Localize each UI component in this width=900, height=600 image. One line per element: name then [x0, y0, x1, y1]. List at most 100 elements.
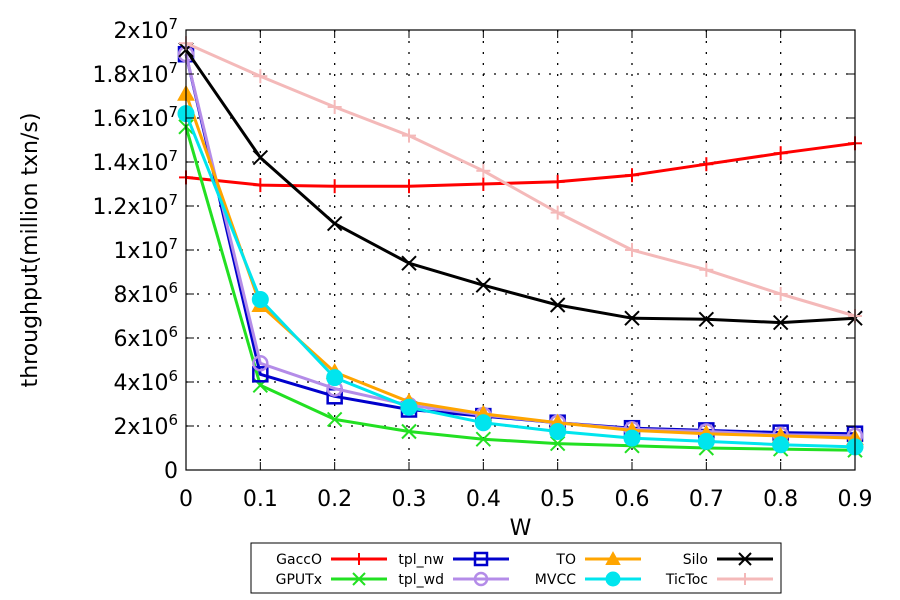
- data-point: [401, 423, 417, 440]
- marker-stroke: [624, 310, 640, 326]
- x-tick-label: 0.1: [243, 487, 278, 512]
- legend-swatch-marker: [738, 552, 752, 566]
- marker-stroke: [252, 149, 269, 166]
- x-tick-label: 0.8: [763, 487, 798, 512]
- legend-entry-TicToc: TicToc: [665, 572, 773, 588]
- y-tick-exponent: 6: [168, 279, 178, 297]
- data-point: [475, 431, 492, 447]
- legend-entry-tpl_nw: tpl_nw: [398, 551, 509, 568]
- axis-ticks: 02x1064x1066x1068x1061x1071.2x1071.4x107…: [92, 15, 872, 512]
- data-point: [773, 146, 788, 161]
- data-point: [326, 215, 343, 232]
- series-line: [184, 53, 856, 436]
- marker-shape: [623, 429, 641, 447]
- series-line: [184, 93, 856, 440]
- data-point: [326, 369, 344, 387]
- y-tick-label: 1.6x107: [92, 103, 178, 132]
- data-point: [549, 297, 566, 313]
- marker-stroke: [738, 552, 752, 566]
- data-point: [402, 128, 416, 143]
- y-tick-exponent: 7: [168, 15, 178, 33]
- marker-shape: [473, 571, 489, 587]
- legend-swatch-marker: [473, 571, 489, 587]
- legend-label: MVCC: [535, 572, 576, 588]
- legend-label: GPUTx: [276, 572, 322, 588]
- marker-stroke: [475, 431, 492, 447]
- data-point: [549, 435, 566, 452]
- y-tick-base: 1x10: [113, 239, 168, 264]
- legend-label: TO: [555, 552, 576, 568]
- legend-swatch-marker: [473, 551, 489, 567]
- y-tick-base: 8x10: [113, 283, 168, 308]
- legend-entry-TO: TO: [555, 551, 641, 568]
- series-TO: [177, 84, 864, 446]
- marker-shape: [474, 414, 492, 432]
- y-tick-base: 0: [164, 459, 178, 484]
- series-line: [184, 113, 856, 449]
- marker-shape: [473, 551, 489, 567]
- marker-stroke: [326, 411, 343, 428]
- data-point: [772, 314, 789, 331]
- data-point: [252, 355, 269, 372]
- series-line: [184, 53, 856, 438]
- marker-stroke: [326, 215, 343, 232]
- marker-shape: [605, 551, 621, 566]
- data-point: [699, 262, 714, 277]
- y-tick-exponent: 6: [168, 367, 178, 385]
- marker-stroke: [352, 572, 366, 586]
- marker-stroke: [549, 297, 566, 313]
- data-point: [474, 414, 492, 432]
- legend-label: GaccO: [276, 552, 322, 568]
- series-Silo: [178, 42, 863, 331]
- data-point: [326, 411, 343, 428]
- marker-stroke: [401, 255, 417, 271]
- y-tick-label: 4x106: [113, 367, 178, 396]
- y-tick-base: 2x10: [113, 415, 168, 440]
- y-tick-base: 4x10: [113, 371, 168, 396]
- data-point: [624, 310, 640, 326]
- marker-shape: [549, 423, 567, 440]
- data-point: [698, 311, 715, 328]
- y-tick-label: 1.2x107: [92, 191, 178, 220]
- y-tick-base: 2x10: [113, 19, 168, 44]
- y-tick-exponent: 7: [168, 103, 178, 121]
- legend-entry-Silo: Silo: [683, 552, 773, 568]
- series-line: [185, 141, 856, 188]
- x-tick-label: 0.5: [540, 487, 575, 512]
- y-tick-exponent: 7: [168, 191, 178, 209]
- legend-entry-MVCC: MVCC: [535, 571, 641, 588]
- data-point: [476, 177, 491, 191]
- data-point: [327, 100, 342, 114]
- y-tick-label: 1x107: [113, 235, 178, 264]
- data-point: [253, 69, 268, 84]
- data-point: [625, 168, 639, 183]
- marker-stroke: [772, 314, 789, 331]
- x-axis-label: W: [510, 516, 532, 541]
- data-point: [252, 366, 269, 383]
- series-line: [184, 126, 856, 452]
- data-point: [327, 179, 342, 194]
- y-tick-label: 0: [164, 459, 178, 484]
- data-point: [476, 163, 491, 178]
- data-point: [253, 178, 268, 193]
- y-tick-exponent: 6: [168, 411, 178, 429]
- series-line: [184, 48, 856, 325]
- x-tick-label: 0.6: [615, 487, 650, 512]
- data-point: [401, 255, 417, 271]
- data-point: [550, 174, 565, 189]
- legend-label: tpl_nw: [398, 552, 444, 568]
- data-point: [550, 205, 565, 220]
- y-tick-base: 6x10: [113, 327, 168, 352]
- y-tick-base: 1.4x10: [92, 151, 168, 176]
- legend-label: tpl_wd: [398, 572, 444, 588]
- y-tick-label: 2x107: [113, 15, 178, 44]
- x-tick-label: 0: [179, 487, 193, 512]
- marker-stroke: [698, 311, 715, 328]
- y-tick-base: 1.6x10: [92, 107, 168, 132]
- series-TicToc: [179, 36, 862, 323]
- y-tick-exponent: 7: [168, 235, 178, 253]
- plot-series: [177, 36, 864, 458]
- legend: GaccO GPUTx tpl_nw tpl_wd TO MVCC Silo TicToc: [250, 542, 782, 594]
- legend-swatch-marker: [739, 573, 751, 585]
